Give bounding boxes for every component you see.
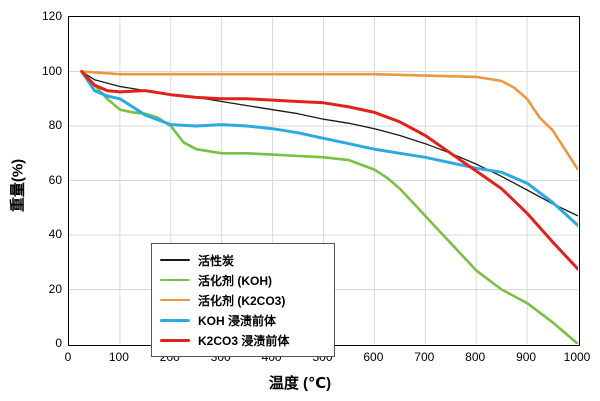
chart-canvas (69, 17, 578, 344)
y-tick-label: 60 (48, 172, 62, 187)
legend-item: KOH 浸渍前体 (160, 310, 324, 330)
legend-label: 活化剂 (K2CO3) (198, 293, 286, 308)
plot-area: 活性炭活化剂 (KOH) 活化剂 (K2CO3) KOH 浸渍前体 K2CO3 浸渍前… (68, 16, 580, 357)
legend-label: KOH 浸渍前体 (198, 313, 277, 328)
y-tick-label: 0 (55, 336, 62, 350)
x-axis-title: 温度 (℃) (268, 375, 332, 392)
legend-item: 活化剂 (K2CO3) (160, 290, 324, 310)
legend-line-swatch (160, 278, 190, 282)
x-tick-label: 900 (516, 350, 537, 364)
y-tick-label: 40 (48, 227, 62, 241)
y-tick-label: 120 (41, 9, 62, 23)
legend-line-swatch (160, 259, 190, 261)
series-line-2 (80, 70, 578, 171)
y-axis-title: 重量(%) (9, 158, 27, 213)
y-tick-label: 80 (48, 118, 62, 132)
legend-line-swatch (160, 298, 190, 302)
legend-label: K2CO3 浸渍前体 (198, 333, 290, 348)
legend-label: 活性炭 (198, 253, 235, 268)
x-tick-label: 600 (363, 350, 384, 364)
y-tick-label: 100 (41, 63, 62, 78)
legend-line-swatch (160, 318, 190, 322)
y-tick-label: 20 (48, 281, 62, 296)
series-line-4 (80, 70, 578, 271)
legend-item: 活性炭 (160, 250, 324, 270)
legend-item: K2CO3 浸渍前体 (160, 330, 324, 350)
x-tick-label: 1000 (563, 350, 591, 364)
legend-label: 活化剂 (KOH) (198, 273, 272, 288)
x-tick-label: 100 (108, 350, 129, 364)
legend: 活性炭活化剂 (KOH) 活化剂 (K2CO3) KOH 浸渍前体 K2CO3 浸渍前… (151, 243, 335, 357)
x-tick-label: 800 (465, 350, 486, 364)
series-line-3 (80, 70, 578, 227)
legend-item: 活化剂 (KOH) (160, 270, 324, 290)
x-tick-label: 0 (64, 350, 72, 364)
x-tick-label: 700 (414, 350, 435, 364)
legend-line-swatch (160, 338, 190, 342)
